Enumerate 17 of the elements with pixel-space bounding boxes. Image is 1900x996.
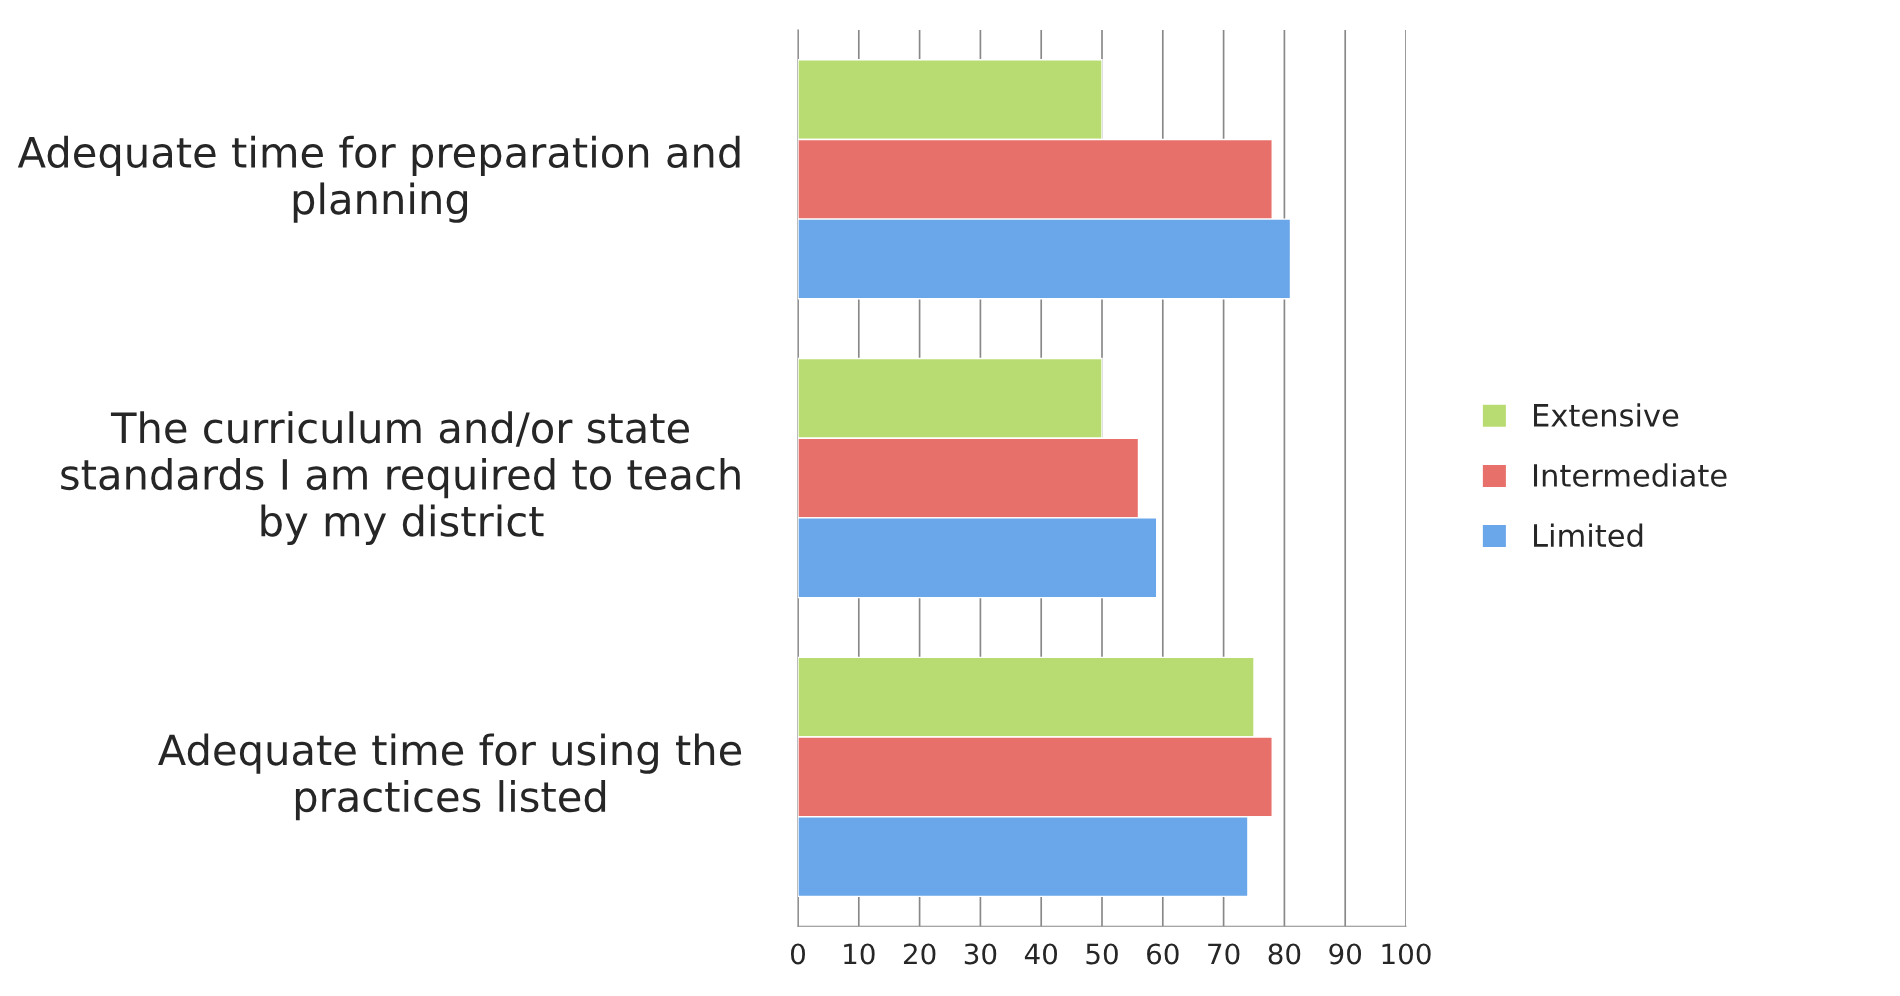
x-tick-label: 50 [1086, 943, 1118, 965]
x-tick-label: 70 [1208, 943, 1240, 965]
x-tick-label: 90 [1329, 943, 1362, 965]
x-tick-label: 0 [790, 943, 805, 965]
x-tick-label: 10 [844, 943, 875, 965]
x-tick-label: 20 [903, 943, 936, 965]
y-tick-label: Adequate time for using the practices listed [158, 733, 742, 821]
y-tick-label: The curriculum and/or state standards I am required to teach by my district [61, 411, 740, 545]
y-tick-label: Adequate time for preparation and planning [17, 135, 740, 223]
x-tick-label: 100 [1382, 943, 1431, 965]
x-tick-label: 30 [964, 943, 997, 965]
x-tick-label: 60 [1147, 943, 1179, 965]
legend-label: Extensive [1534, 403, 1679, 427]
legend-label: Limited [1534, 523, 1643, 548]
x-tick-label: 80 [1268, 943, 1301, 965]
legend-label: Intermediate [1534, 463, 1727, 487]
x-tick-label: 40 [1024, 943, 1058, 965]
